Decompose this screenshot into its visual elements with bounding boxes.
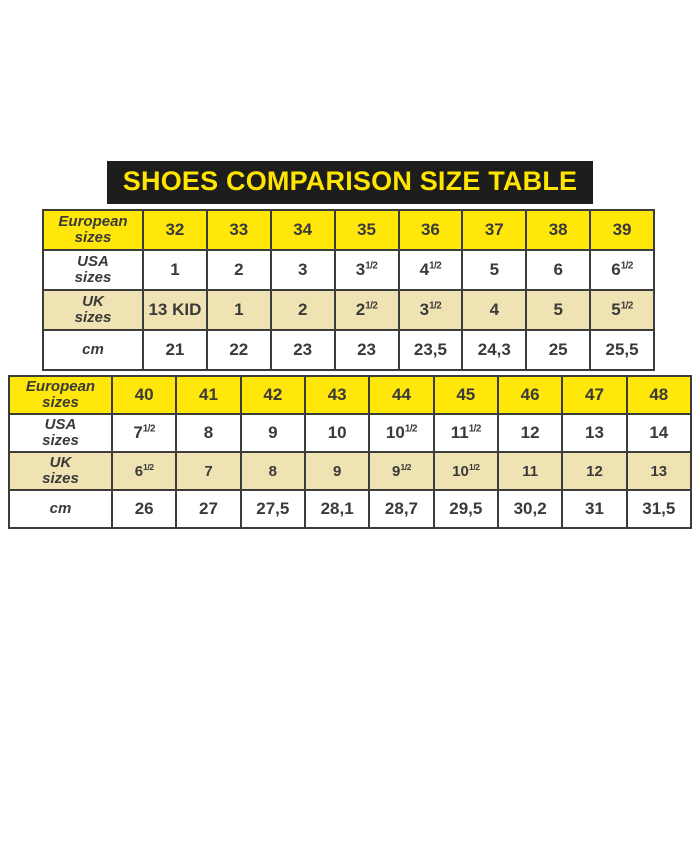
size-cell: 12 xyxy=(496,413,564,453)
size-cell: 12 xyxy=(561,451,628,491)
size-cell: 2 xyxy=(205,249,272,291)
size-cell: 13 xyxy=(625,451,693,491)
table-row: UK sizes 61/2 7 8 9 91/2 101/2 11 12 13 xyxy=(8,451,693,491)
size-cell: 30,2 xyxy=(496,489,564,529)
size-cell: 40 xyxy=(110,375,178,415)
size-cell: 23 xyxy=(333,329,400,371)
size-cell: 35 xyxy=(333,209,400,251)
size-cell: 28,1 xyxy=(303,489,371,529)
size-cell: 10 xyxy=(303,413,371,453)
size-table: European sizes 40 41 42 43 44 45 46 47 48 USA size… xyxy=(8,375,693,529)
size-cell: 101/2 xyxy=(368,413,435,453)
row-label: UK sizes xyxy=(8,451,113,491)
size-cell: 5 xyxy=(461,249,528,291)
size-cell: 91/2 xyxy=(368,451,435,491)
row-label: USA sizes xyxy=(42,249,144,291)
size-cell: 27 xyxy=(175,489,242,529)
size-cell: 47 xyxy=(561,375,628,415)
table-row: cm 21 22 23 23 23,5 24,3 25 25,5 xyxy=(42,329,655,371)
size-cell: 42 xyxy=(239,375,306,415)
size-cell: 23 xyxy=(269,329,336,371)
size-table-eu-40-48: European sizes 40 41 42 43 44 45 46 47 48 USA size… xyxy=(8,375,693,529)
table-row: European sizes 32 33 34 35 36 37 38 39 xyxy=(42,209,655,251)
size-cell: 31/2 xyxy=(397,289,464,331)
size-cell: 28,7 xyxy=(368,489,435,529)
size-table: European sizes 32 33 34 35 36 37 38 39 USA sizes 1… xyxy=(42,209,655,371)
size-cell: 14 xyxy=(625,413,693,453)
size-cell: 45 xyxy=(432,375,499,415)
table-row: UK sizes 13 KID 1 2 21/2 31/2 4 5 51/2 xyxy=(42,289,655,331)
size-cell: 23,5 xyxy=(397,329,464,371)
size-cell: 37 xyxy=(461,209,528,251)
row-label: USA sizes xyxy=(8,413,113,453)
size-cell: 22 xyxy=(205,329,272,371)
size-cell: 8 xyxy=(175,413,242,453)
size-cell: 48 xyxy=(625,375,693,415)
size-cell: 25,5 xyxy=(589,329,655,371)
row-label: European sizes xyxy=(8,375,113,415)
size-cell: 31,5 xyxy=(625,489,693,529)
size-cell: 6 xyxy=(525,249,592,291)
size-cell: 13 xyxy=(561,413,628,453)
table-row: USA sizes 1 2 3 31/2 41/2 5 6 61/2 xyxy=(42,249,655,291)
size-cell: 32 xyxy=(142,209,208,251)
size-cell: 26 xyxy=(110,489,178,529)
size-cell: 7 xyxy=(175,451,242,491)
size-cell: 2 xyxy=(269,289,336,331)
size-cell: 36 xyxy=(397,209,464,251)
row-label: UK sizes xyxy=(42,289,144,331)
size-cell: 9 xyxy=(303,451,371,491)
size-cell: 44 xyxy=(368,375,435,415)
table-row: USA sizes 71/2 8 9 10 101/2 111/2 12 13 14 xyxy=(8,413,693,453)
size-cell: 61/2 xyxy=(589,249,655,291)
size-cell: 31/2 xyxy=(333,249,400,291)
size-cell: 101/2 xyxy=(432,451,499,491)
size-cell: 9 xyxy=(239,413,306,453)
size-cell: 61/2 xyxy=(110,451,178,491)
row-label: cm xyxy=(42,329,144,371)
row-label: cm xyxy=(8,489,113,529)
size-cell: 41 xyxy=(175,375,242,415)
size-cell: 24,3 xyxy=(461,329,528,371)
size-cell: 31 xyxy=(561,489,628,529)
size-cell: 1 xyxy=(142,249,208,291)
size-cell: 3 xyxy=(269,249,336,291)
table-row: European sizes 40 41 42 43 44 45 46 47 48 xyxy=(8,375,693,415)
row-label: European sizes xyxy=(42,209,144,251)
size-cell: 51/2 xyxy=(589,289,655,331)
title-banner: SHOES COMPARISON SIZE TABLE xyxy=(106,161,594,204)
size-cell: 43 xyxy=(303,375,371,415)
size-cell: 21 xyxy=(142,329,208,371)
size-cell: 34 xyxy=(269,209,336,251)
size-cell: 25 xyxy=(525,329,592,371)
size-cell: 4 xyxy=(461,289,528,331)
size-cell: 1 xyxy=(205,289,272,331)
size-cell: 41/2 xyxy=(397,249,464,291)
size-cell: 33 xyxy=(205,209,272,251)
size-cell: 13 KID xyxy=(142,289,208,331)
size-cell: 29,5 xyxy=(432,489,499,529)
size-cell: 5 xyxy=(525,289,592,331)
size-cell: 8 xyxy=(239,451,306,491)
shoe-size-infographic: SHOES COMPARISON SIZE TABLE European siz… xyxy=(0,161,700,529)
size-cell: 21/2 xyxy=(333,289,400,331)
size-cell: 111/2 xyxy=(432,413,499,453)
size-cell: 11 xyxy=(496,451,564,491)
size-cell: 38 xyxy=(525,209,592,251)
size-cell: 39 xyxy=(589,209,655,251)
table-row: cm 26 27 27,5 28,1 28,7 29,5 30,2 31 31,5 xyxy=(8,489,693,529)
size-cell: 27,5 xyxy=(239,489,306,529)
size-table-eu-32-39: European sizes 32 33 34 35 36 37 38 39 USA sizes 1… xyxy=(42,209,655,371)
size-cell: 46 xyxy=(496,375,564,415)
page-title: SHOES COMPARISON SIZE TABLE xyxy=(122,166,578,196)
size-cell: 71/2 xyxy=(110,413,178,453)
